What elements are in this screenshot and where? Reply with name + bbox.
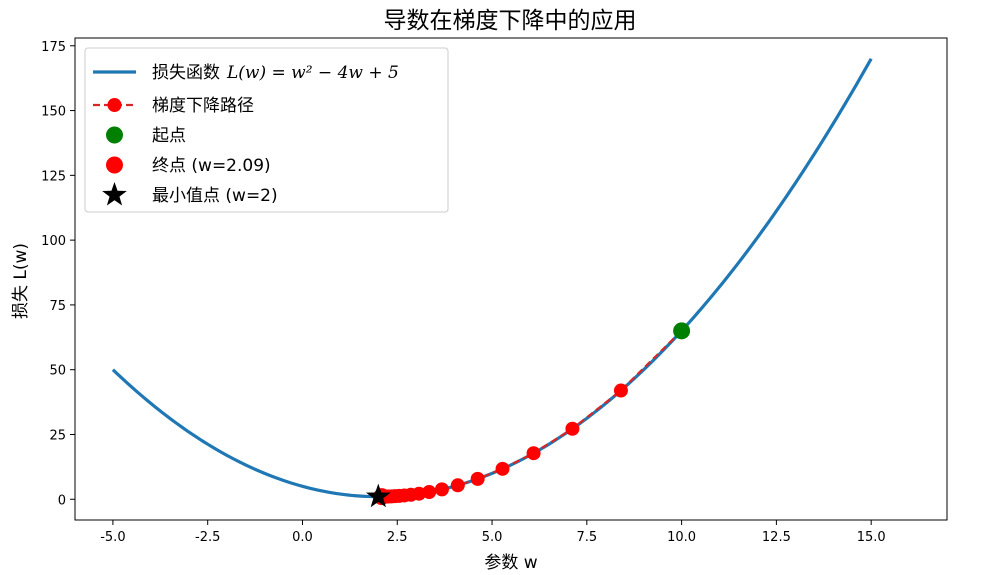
legend-gd-path-label: 梯度下降路径 (152, 96, 254, 116)
gd-path-point (613, 383, 628, 398)
y-tick-label: 75 (49, 299, 66, 314)
min-point-star-marker (365, 483, 391, 508)
gd-path-point (434, 482, 449, 497)
x-tick-label: 10.0 (667, 530, 696, 545)
legend-loss-curve-prefix: 损失函数 (152, 63, 220, 83)
gd-path-point (565, 421, 580, 436)
y-tick-label: 25 (49, 428, 66, 443)
x-tick-label: -2.5 (195, 530, 220, 545)
gd-path-point (526, 446, 541, 461)
x-tick-label: 0.0 (292, 530, 313, 545)
chart-title: 导数在梯度下降中的应用 (384, 8, 637, 34)
y-tick-label: 0 (58, 493, 66, 508)
y-axis-ticks: 0 25 50 75 100 125 150 175 (41, 40, 75, 508)
y-tick-label: 150 (41, 105, 66, 120)
gd-path-point (470, 471, 485, 486)
legend-loss-curve-label: 损失函数 L(w) = w² − 4w + 5 (152, 63, 399, 83)
legend-end-label: 终点 (w=2.09) (152, 156, 271, 176)
x-tick-label: 12.5 (762, 530, 791, 545)
legend-box (84, 47, 449, 213)
x-axis-label: 参数 w (484, 553, 537, 573)
legend-start-swatch (106, 126, 123, 144)
legend-min-star-swatch (102, 182, 127, 206)
legend-end-swatch (106, 156, 123, 174)
y-axis-label: 损失 L(w) (11, 243, 31, 319)
plot-frame (74, 37, 948, 521)
y-tick-label: 100 (41, 234, 66, 249)
y-tick-label: 50 (49, 364, 66, 379)
x-axis-ticks: -5.0 -2.5 0.0 2.5 5.0 7.5 10.0 12.5 15.0 (100, 520, 886, 545)
loss-curve-line (111, 57, 873, 499)
legend-loss-curve-formula: L(w) = w² − 4w + 5 (226, 63, 399, 83)
y-tick-label: 175 (41, 40, 66, 55)
start-point-marker (673, 322, 691, 340)
gd-path-point (450, 478, 465, 493)
x-tick-label: -5.0 (100, 530, 125, 545)
y-tick-label: 125 (41, 169, 66, 184)
gd-path-point (495, 461, 510, 476)
x-tick-label: 5.0 (482, 530, 503, 545)
legend: 损失函数 L(w) = w² − 4w + 5 梯度下降路径 起点 终点 (w=2… (84, 47, 449, 213)
x-tick-label: 15.0 (857, 530, 886, 545)
legend-start-label: 起点 (152, 126, 186, 146)
legend-gd-path-swatch-dot (107, 98, 122, 112)
x-tick-label: 2.5 (387, 530, 408, 545)
x-tick-label: 7.5 (576, 530, 597, 545)
legend-min-label: 最小值点 (w=2) (152, 186, 278, 206)
